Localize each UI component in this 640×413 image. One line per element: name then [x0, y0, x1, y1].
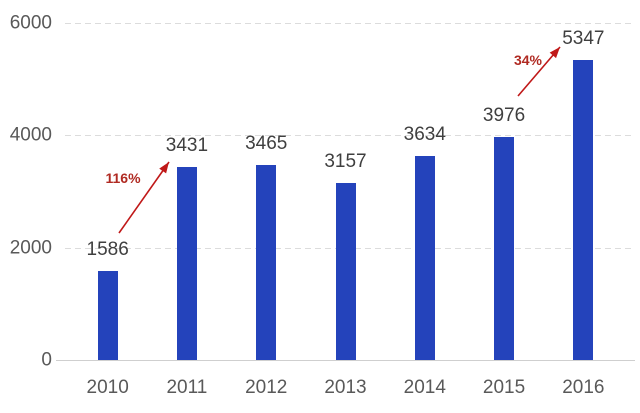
bar-2015: [494, 136, 515, 360]
x-tick-label-2012: 2012: [245, 377, 288, 398]
bar-2010: [97, 270, 118, 360]
y-tick-label-4000: 4000: [9, 124, 52, 146]
annotation-arrowhead-1: [549, 47, 560, 59]
bar-2014: [414, 155, 435, 360]
bar-2012: [256, 165, 277, 360]
bar-2016: [573, 59, 594, 360]
annotation-arrowhead-0: [159, 162, 169, 174]
value-label-2011: 3431: [165, 135, 209, 157]
bar-2011: [176, 167, 197, 360]
annotation-label-34%: 34%: [513, 52, 543, 68]
gridline-4000: [65, 135, 635, 137]
x-tick-label-2013: 2013: [324, 377, 367, 398]
x-tick-label-2015: 2015: [482, 377, 526, 398]
value-label-2014: 3634: [403, 123, 446, 145]
gridline-6000: [65, 23, 635, 24]
value-label-2010: 1586: [86, 238, 129, 260]
x-tick-label-2011: 2011: [166, 377, 208, 398]
y-tick-label-2000: 2000: [9, 237, 52, 259]
bar-2013: [335, 182, 356, 360]
x-tick-label-2010: 2010: [86, 377, 129, 398]
value-label-2012: 3465: [245, 133, 288, 155]
x-tick-label-2016: 2016: [562, 377, 605, 398]
annotation-label-116%: 116%: [105, 170, 141, 186]
value-label-2016: 5347: [562, 27, 605, 49]
y-tick-label-6000: 6000: [9, 12, 52, 34]
y-tick-label-0: 0: [41, 349, 52, 371]
value-label-2013: 3157: [324, 150, 367, 172]
x-axis-line: [56, 360, 635, 361]
value-label-2015: 3976: [482, 104, 526, 126]
x-tick-label-2014: 2014: [403, 377, 446, 398]
